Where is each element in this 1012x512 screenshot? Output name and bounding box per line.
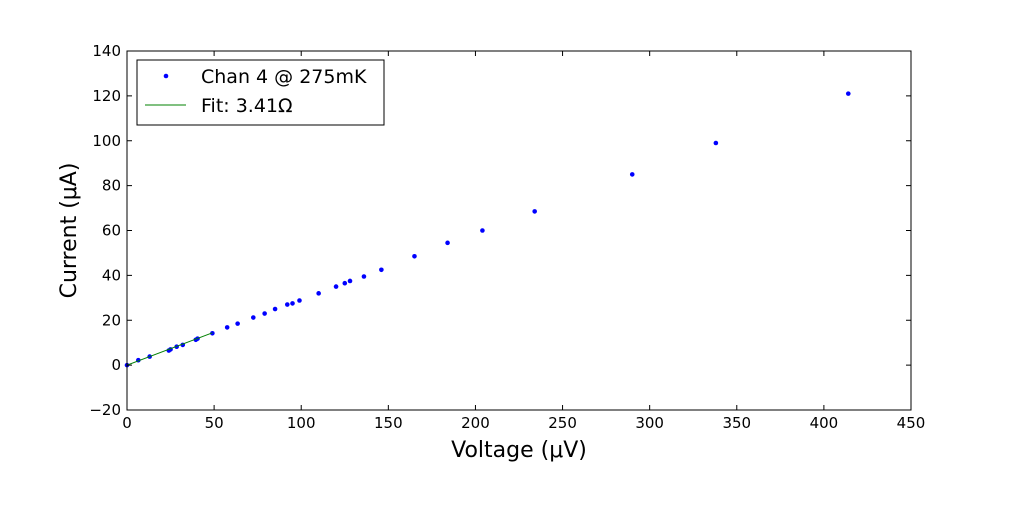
data-point xyxy=(845,91,851,96)
x-tick-label: 450 xyxy=(897,414,926,432)
x-axis-label: Voltage (μV) xyxy=(451,438,587,463)
data-point xyxy=(347,278,353,284)
y-tick-label: 20 xyxy=(102,311,121,329)
x-tick-label: 350 xyxy=(722,414,751,432)
y-tick-label: 120 xyxy=(92,87,121,105)
legend-label-fit: Fit: 3.41Ω xyxy=(201,95,293,117)
legend-label-data: Chan 4 @ 275mK xyxy=(201,66,367,88)
data-point xyxy=(333,284,339,289)
data-point xyxy=(342,280,348,286)
data-point xyxy=(379,267,384,273)
data-point xyxy=(532,209,537,214)
data-point xyxy=(629,172,635,177)
data-point xyxy=(316,291,321,296)
legend: Chan 4 @ 275mK Fit: 3.41Ω xyxy=(136,59,385,126)
data-point xyxy=(361,274,367,279)
legend-points-marker xyxy=(163,73,169,79)
data-point xyxy=(262,311,267,316)
x-tick-label: 400 xyxy=(810,414,839,432)
data-point xyxy=(235,321,240,326)
x-tick-label: 50 xyxy=(205,414,224,432)
data-point xyxy=(445,240,450,246)
data-point xyxy=(251,315,256,320)
y-tick-label: 80 xyxy=(102,177,121,195)
data-point xyxy=(480,228,485,233)
ticks-layer: 0 50 100 150 200 250 300 350 400 450−200204060801… xyxy=(89,42,925,432)
y-tick-label: 100 xyxy=(92,132,121,150)
data-point xyxy=(290,301,295,306)
y-tick-label: 40 xyxy=(102,266,121,284)
data-point xyxy=(412,254,417,259)
y-tick-label: −20 xyxy=(89,401,121,419)
x-tick-label: 100 xyxy=(287,414,316,432)
x-tick-label: 150 xyxy=(374,414,403,432)
x-tick-label: 250 xyxy=(548,414,577,432)
data-point xyxy=(713,140,719,146)
y-tick-label: 140 xyxy=(92,42,121,60)
data-point xyxy=(284,302,290,307)
x-tick-label: 0 xyxy=(122,414,132,432)
fit-line xyxy=(126,332,213,366)
y-tick-label: 60 xyxy=(102,222,121,240)
data-point xyxy=(297,298,302,303)
x-tick-label: 300 xyxy=(635,414,664,432)
data-point xyxy=(272,306,278,312)
data-point xyxy=(224,325,230,330)
y-axis-label: Current (μA) xyxy=(57,163,82,299)
plot-layer xyxy=(124,91,851,368)
x-tick-label: 200 xyxy=(461,414,490,432)
y-tick-label: 0 xyxy=(111,356,121,374)
legend-box xyxy=(136,59,385,126)
